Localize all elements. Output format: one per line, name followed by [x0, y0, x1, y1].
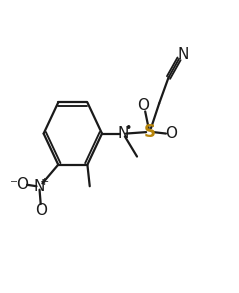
Text: •: • [125, 122, 132, 135]
Text: O: O [166, 126, 178, 141]
Text: O: O [35, 202, 47, 218]
Text: S: S [144, 123, 156, 141]
Text: ⁻O: ⁻O [10, 177, 30, 192]
Text: O: O [137, 98, 149, 113]
Text: N: N [117, 126, 129, 141]
Text: N: N [178, 47, 189, 62]
Text: +: + [40, 177, 49, 187]
Text: N: N [34, 179, 45, 194]
